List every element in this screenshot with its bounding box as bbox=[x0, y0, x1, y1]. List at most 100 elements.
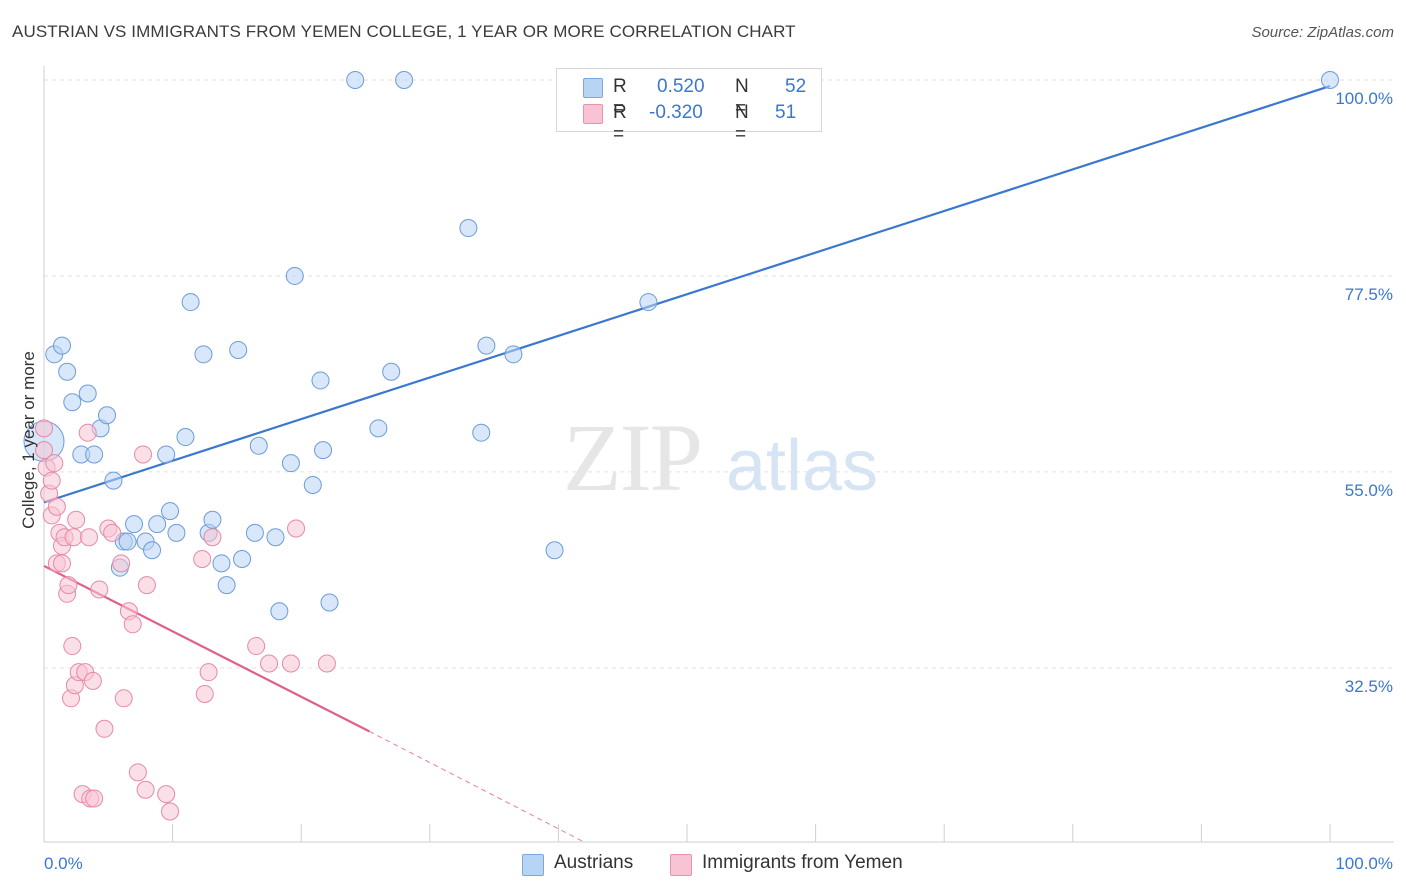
point-austrians bbox=[249, 436, 268, 455]
point-yemen bbox=[281, 654, 300, 673]
legend-r-value: 0.520 bbox=[657, 76, 705, 97]
legend-swatch-pink bbox=[583, 104, 603, 124]
watermark-zip: ZIP bbox=[563, 404, 701, 511]
point-austrians bbox=[303, 475, 322, 494]
y-axis-label: College, 1 year or more bbox=[19, 351, 38, 529]
point-austrians bbox=[157, 445, 176, 464]
watermark-atlas: atlas bbox=[726, 426, 878, 506]
point-yemen bbox=[85, 789, 104, 808]
point-austrians bbox=[281, 454, 300, 473]
point-yemen bbox=[287, 519, 306, 538]
point-austrians bbox=[314, 441, 333, 460]
point-yemen bbox=[45, 454, 64, 473]
point-yemen bbox=[123, 615, 142, 634]
point-yemen bbox=[199, 663, 218, 682]
source-credit: Source: ZipAtlas.com bbox=[1251, 24, 1394, 41]
point-austrians bbox=[161, 502, 180, 521]
point-austrians bbox=[212, 554, 231, 573]
point-yemen bbox=[260, 654, 279, 673]
data-points bbox=[23, 71, 1339, 821]
point-austrians bbox=[245, 523, 264, 542]
grid-layer bbox=[44, 79, 1394, 669]
point-austrians bbox=[167, 523, 186, 542]
point-austrians bbox=[118, 532, 137, 551]
point-yemen bbox=[42, 471, 61, 490]
point-yemen bbox=[317, 654, 336, 673]
point-yemen bbox=[67, 510, 86, 529]
correlation-legend: R = 0.520 N = 52 R = -0.320 N = 51 bbox=[556, 68, 822, 145]
point-austrians bbox=[58, 362, 77, 381]
point-yemen bbox=[63, 637, 82, 656]
series-label-yemen: Immigrants from Yemen bbox=[702, 852, 903, 873]
trend-line-yemen-extension bbox=[369, 730, 585, 843]
point-austrians bbox=[194, 345, 213, 364]
point-yemen bbox=[114, 689, 133, 708]
x-tick-label: 0.0% bbox=[44, 854, 83, 873]
point-yemen bbox=[136, 780, 155, 799]
x-tick-label: 100.0% bbox=[1335, 854, 1393, 873]
series-swatch-austrians bbox=[522, 854, 544, 876]
y-tick-label: 77.5% bbox=[1345, 285, 1393, 304]
legend-swatch-blue bbox=[583, 78, 603, 98]
point-austrians bbox=[217, 576, 236, 595]
chart-title: AUSTRIAN VS IMMIGRANTS FROM YEMEN COLLEG… bbox=[12, 22, 796, 41]
legend-r-value: -0.320 bbox=[649, 102, 703, 123]
point-austrians bbox=[472, 423, 491, 442]
y-axis-label-wrap: College, 1 year or more bbox=[14, 290, 44, 590]
point-yemen bbox=[95, 719, 114, 738]
point-yemen bbox=[203, 528, 222, 547]
point-austrians bbox=[125, 515, 144, 534]
point-yemen bbox=[112, 554, 131, 573]
point-austrians bbox=[53, 336, 72, 355]
point-yemen bbox=[195, 684, 214, 703]
point-yemen bbox=[128, 763, 147, 782]
point-yemen bbox=[53, 554, 72, 573]
legend-n-value: 51 bbox=[775, 102, 797, 123]
point-austrians bbox=[78, 384, 97, 403]
point-yemen bbox=[161, 802, 180, 821]
point-austrians bbox=[203, 510, 222, 529]
point-austrians bbox=[143, 541, 162, 560]
point-austrians bbox=[639, 293, 658, 312]
point-yemen bbox=[193, 549, 212, 568]
legend-n-label: N = bbox=[735, 102, 749, 145]
point-austrians bbox=[85, 445, 104, 464]
legend-n-value: 52 bbox=[785, 76, 807, 97]
point-austrians bbox=[266, 528, 285, 547]
point-yemen bbox=[47, 497, 66, 516]
legend-n-label: N = bbox=[735, 76, 749, 119]
point-austrians bbox=[176, 428, 195, 447]
series-swatch-yemen bbox=[670, 854, 692, 876]
point-yemen bbox=[83, 671, 102, 690]
trend-line-austrians bbox=[43, 85, 1331, 504]
point-austrians bbox=[477, 336, 496, 355]
point-austrians bbox=[311, 371, 330, 390]
point-austrians bbox=[369, 419, 388, 438]
point-yemen bbox=[90, 580, 109, 599]
point-austrians bbox=[63, 393, 82, 412]
point-yemen bbox=[80, 528, 99, 547]
legend-r-label: R = bbox=[613, 76, 627, 119]
point-austrians bbox=[270, 602, 289, 621]
point-yemen bbox=[134, 445, 153, 464]
point-yemen bbox=[59, 576, 78, 595]
point-austrians bbox=[181, 293, 200, 312]
point-yemen bbox=[157, 785, 176, 804]
point-austrians bbox=[285, 266, 304, 285]
point-yemen bbox=[103, 523, 122, 542]
y-tick-label: 100.0% bbox=[1335, 89, 1393, 108]
point-austrians bbox=[1321, 71, 1339, 89]
y-tick-label: 32.5% bbox=[1345, 677, 1393, 696]
point-austrians bbox=[395, 71, 414, 89]
point-austrians bbox=[504, 345, 523, 364]
point-austrians bbox=[104, 471, 123, 490]
point-yemen bbox=[35, 419, 53, 438]
point-yemen bbox=[78, 423, 97, 442]
point-austrians bbox=[233, 549, 252, 568]
tick-labels: 32.5% 55.0% 77.5% 100.0% 0.0% 100.0% bbox=[44, 89, 1393, 873]
point-yemen bbox=[35, 441, 53, 460]
point-austrians bbox=[346, 71, 365, 89]
point-austrians bbox=[98, 406, 117, 425]
point-austrians bbox=[545, 541, 564, 560]
